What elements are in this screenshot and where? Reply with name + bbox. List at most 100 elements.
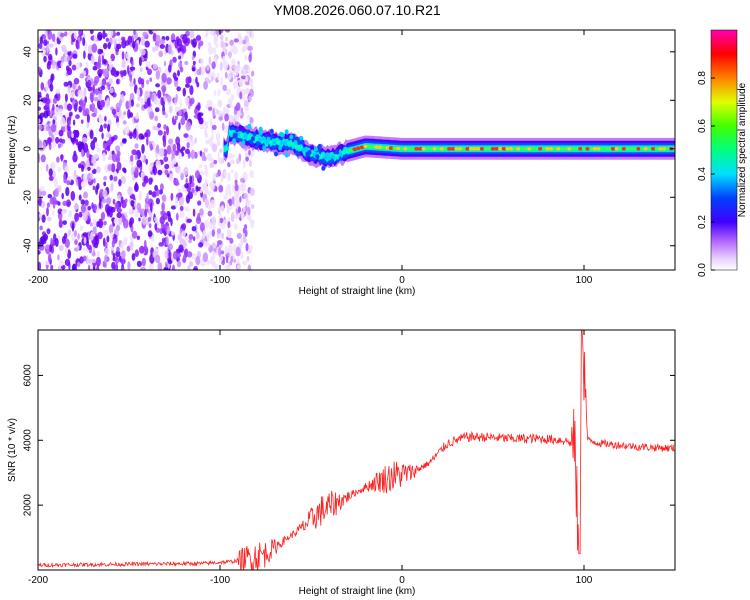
spectrogram-noise-cell <box>227 244 233 255</box>
snr-xlabel: Height of straight line (km) <box>299 586 416 597</box>
spectrogram-noise-cell <box>108 224 114 234</box>
spectrogram-noise-cell <box>185 83 190 88</box>
spectrogram-noise-cell <box>61 192 64 200</box>
spectrogram-noise-cell <box>189 175 193 185</box>
spectrogram-noise-cell <box>229 237 234 244</box>
colorbar-gradient <box>710 29 738 271</box>
spectrogram-noise-cell <box>106 209 111 216</box>
spectrogram-noise-cell <box>38 140 43 149</box>
spectrogram-noise-cell <box>242 260 248 266</box>
spectrogram-signal-cell <box>472 147 477 151</box>
spectrogram-noise-cell <box>236 258 240 265</box>
y-tick-label: 6000 <box>23 364 34 387</box>
spectrogram-noise-cell <box>87 79 92 88</box>
spectrogram-signal-cell <box>345 149 350 153</box>
spectrogram-noise-cell <box>242 207 246 213</box>
spectrogram-signal-cell <box>658 147 663 151</box>
spectrogram-noise-cell <box>43 39 48 46</box>
spectrogram-noise-cell <box>79 256 84 264</box>
spectrogram-signal-cell <box>305 151 310 157</box>
spectrogram-noise-cell <box>71 222 75 232</box>
spectrogram-noise-cell <box>175 198 178 209</box>
spectrogram-noise-cell <box>63 177 67 184</box>
spectrogram-noise-cell <box>143 104 149 109</box>
spectrogram-noise-cell <box>96 264 100 270</box>
spectrogram-noise-cell <box>151 234 155 243</box>
spectrogram-signal-cell <box>250 136 255 142</box>
spectrogram-signal-cell <box>335 149 340 155</box>
spectrogram-noise-cell <box>168 251 172 259</box>
spectrogram-noise-cell <box>192 208 196 217</box>
spectrogram-noise-cell <box>221 122 225 131</box>
spectrogram-noise-cell <box>120 114 125 120</box>
spectrogram-noise-cell <box>68 210 73 218</box>
spectrogram-noise-cell <box>97 31 103 41</box>
spectrogram-noise-cell <box>63 81 69 87</box>
spectrogram-noise-cell <box>48 175 54 181</box>
spectrogram-noise-cell <box>225 187 228 198</box>
spectrogram-noise-cell <box>164 163 170 170</box>
spectrogram-noise-cell <box>78 163 82 169</box>
spectrogram-noise-cell <box>46 43 49 54</box>
spectrogram-noise-cell <box>148 264 153 270</box>
spectrogram-noise-cell <box>187 264 191 270</box>
spectrogram-noise-cell <box>194 137 197 144</box>
spectrogram-noise-cell <box>110 163 116 173</box>
colorbar-tick-label: 0.8 <box>697 71 708 85</box>
spectrogram-noise-cell <box>64 124 68 133</box>
spectrogram-noise-cell <box>217 228 222 234</box>
spectrogram-noise-cell <box>106 97 110 107</box>
spectrogram-noise-cell <box>168 243 174 251</box>
spectrogram-noise-cell <box>200 58 204 65</box>
spectrogram-noise-cell <box>55 136 60 144</box>
spectrogram-noise-cell <box>148 208 151 216</box>
spectrogram-noise-cell <box>244 229 248 237</box>
spectrogram-noise-cell <box>106 197 112 205</box>
spectrogram-noise-cell <box>131 149 137 156</box>
spectrogram-noise-cell <box>81 148 84 158</box>
spectrogram-noise-cell <box>59 32 65 38</box>
spectrogram-noise-cell <box>134 208 139 219</box>
spectrogram-signal-cell <box>233 132 238 138</box>
spectrogram-noise-cell <box>57 166 62 172</box>
spectrogram-noise-cell <box>58 219 63 228</box>
spectrogram-noise-cell <box>141 216 147 226</box>
spectrogram-signal-cell <box>388 146 394 150</box>
spectrogram-noise-cell <box>130 99 134 107</box>
spectrogram-noise-cell <box>83 87 87 98</box>
spectrogram-noise-cell <box>174 106 180 113</box>
spectrogram-noise-cell <box>212 143 218 152</box>
spectrogram-noise-cell <box>124 198 128 203</box>
spectrogram-noise-cell <box>236 158 240 165</box>
spectrogram-noise-cell <box>167 44 172 55</box>
spectrogram-noise-cell <box>237 206 241 213</box>
spectrogram-noise-cell <box>234 171 239 180</box>
spectrogram-noise-cell <box>203 81 209 90</box>
spectrogram-noise-cell <box>185 148 190 154</box>
spectrogram-noise-cell <box>75 138 79 146</box>
spectrogram-signal-cell <box>258 126 263 132</box>
spectrogram-noise-cell <box>142 31 148 37</box>
spectrogram-noise-cell <box>48 168 53 177</box>
spectrogram-noise-cell <box>89 129 94 140</box>
spectrogram-noise-cell <box>217 240 223 245</box>
spectrogram-noise-cell <box>245 156 249 162</box>
spectrogram-noise-cell <box>107 163 112 171</box>
spectrogram-noise-cell <box>225 30 231 33</box>
spectrogram-noise-cell <box>98 128 104 132</box>
spectrogram-signal-cell <box>370 145 376 149</box>
spectrogram-signal-cell <box>318 159 323 165</box>
spectrogram-noise-cell <box>146 136 149 146</box>
spectrogram-noise-cell <box>103 176 107 181</box>
spectrogram-noise-cell <box>183 133 189 139</box>
spectrogram-noise-cell <box>57 254 60 261</box>
spectrogram-noise-cell <box>133 30 136 35</box>
colorbar-tick-label: 0.4 <box>697 167 708 181</box>
spectrogram-noise-cell <box>146 192 149 203</box>
spectrogram-noise-cell <box>92 185 96 191</box>
spectrogram-signal-cell <box>560 147 565 151</box>
spectrogram-noise-cell <box>218 157 223 164</box>
spectrogram-noise-cell <box>41 47 46 56</box>
